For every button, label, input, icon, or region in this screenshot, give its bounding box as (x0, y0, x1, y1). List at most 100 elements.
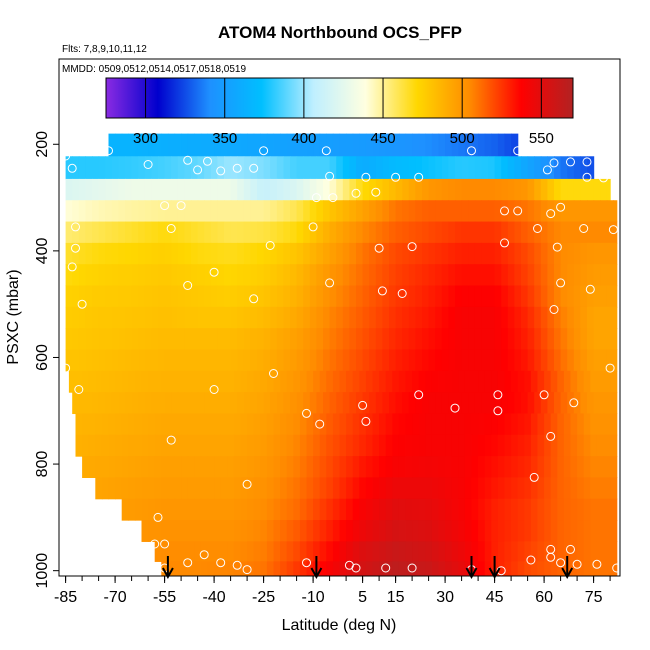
heatmap-cell (177, 392, 185, 415)
heatmap-cell (134, 456, 143, 478)
heatmap-cell (527, 156, 535, 180)
heatmap-cell (382, 178, 390, 201)
heatmap-cell (266, 133, 275, 157)
heatmap-cell (319, 370, 327, 393)
heatmap-cell (227, 520, 235, 542)
heatmap-cell (336, 200, 344, 223)
heatmap-cell (342, 285, 350, 308)
x-tick-label: 5 (358, 589, 367, 606)
heatmap-cell (405, 413, 413, 436)
x-tick-label: 75 (585, 589, 603, 606)
heatmap-cell (402, 156, 410, 180)
heatmap-cell (504, 413, 512, 436)
heatmap-cell (253, 498, 261, 521)
heatmap-cell (398, 477, 407, 500)
heatmap-cell (177, 285, 185, 308)
heatmap-cell (464, 456, 473, 478)
heatmap-cell (309, 349, 317, 372)
heatmap-cell (385, 434, 393, 457)
heatmap-cell (455, 306, 463, 329)
heatmap-cell (580, 328, 588, 351)
x-tick-label: 60 (535, 589, 553, 606)
heatmap-cell (415, 221, 423, 244)
heatmap-cell (491, 370, 499, 393)
heatmap-cell (405, 434, 413, 457)
heatmap-cell (560, 242, 568, 265)
heatmap-cell (263, 264, 271, 287)
heatmap-cell (323, 221, 331, 244)
heatmap-cell (174, 477, 182, 500)
heatmap-cell (286, 434, 294, 457)
sample-point (397, 289, 407, 298)
heatmap-cell (547, 200, 555, 223)
heatmap-cell (273, 133, 281, 157)
sample-point (216, 558, 226, 568)
heatmap-cell (72, 349, 80, 372)
heatmap-cell (144, 328, 152, 351)
heatmap-cell (468, 392, 476, 415)
heatmap-cell (550, 477, 558, 500)
heatmap-cell (303, 200, 311, 223)
heatmap-cell (105, 200, 113, 223)
heatmap-cell (290, 392, 298, 415)
heatmap-cell (517, 477, 525, 500)
heatmap-cell (540, 242, 548, 265)
heatmap-cell (316, 242, 324, 265)
heatmap-cell (405, 456, 413, 478)
heatmap-cell (230, 264, 238, 287)
heatmap-cell (306, 413, 314, 436)
heatmap-cell (128, 413, 136, 436)
heatmap-cell (92, 242, 100, 265)
heatmap-cell (600, 285, 608, 308)
heatmap-cell (428, 306, 436, 329)
heatmap-cell (167, 456, 176, 478)
heatmap-cell (580, 200, 588, 223)
heatmap-cell (560, 392, 568, 415)
heatmap-cell (471, 541, 479, 562)
heatmap-cell (339, 477, 347, 500)
plot-frame (58, 58, 621, 577)
heatmap-cell (398, 520, 407, 542)
heatmap-cell (151, 242, 159, 265)
heatmap-cell (488, 328, 496, 351)
heatmap-cell (342, 306, 350, 329)
heatmap-cell (501, 156, 509, 180)
heatmap-cell (336, 328, 344, 351)
sample-point (242, 479, 252, 489)
sample-point (232, 163, 242, 173)
sample-point (203, 156, 212, 166)
heatmap-cell (431, 133, 440, 157)
heatmap-cell (339, 413, 347, 436)
heatmap-cell (441, 242, 449, 265)
heatmap-cell (425, 541, 433, 562)
heatmap-cell (402, 306, 410, 329)
heatmap-cell (431, 477, 440, 500)
heatmap-cell (85, 392, 93, 415)
heatmap-cell (511, 498, 519, 521)
heatmap-cell (389, 349, 397, 372)
heatmap-cell (395, 328, 403, 351)
heatmap-cell (306, 520, 314, 542)
heatmap-cell (131, 306, 139, 329)
heatmap-cell (309, 221, 317, 244)
heatmap-cell (435, 178, 443, 201)
heatmap-cell (207, 133, 215, 157)
heatmap-cell (121, 133, 129, 157)
colorbar-tick-label: 550 (529, 130, 554, 147)
heatmap-cell (128, 477, 136, 500)
heatmap-cell (316, 264, 324, 287)
heatmap-cell (577, 370, 585, 393)
heatmap-cell (540, 392, 548, 415)
heatmap-cell (563, 498, 572, 521)
heatmap-cell (365, 561, 374, 576)
heatmap-cell (161, 413, 169, 436)
heatmap-cell (422, 306, 430, 329)
heatmap-cell (144, 178, 152, 201)
heatmap-cell (540, 178, 548, 201)
heatmap-cell (365, 456, 374, 478)
heatmap-cell (257, 349, 265, 372)
heatmap-cell (478, 434, 486, 457)
heatmap-cell (296, 178, 304, 201)
heatmap-cell (613, 306, 618, 329)
heatmap-cell (88, 370, 96, 393)
